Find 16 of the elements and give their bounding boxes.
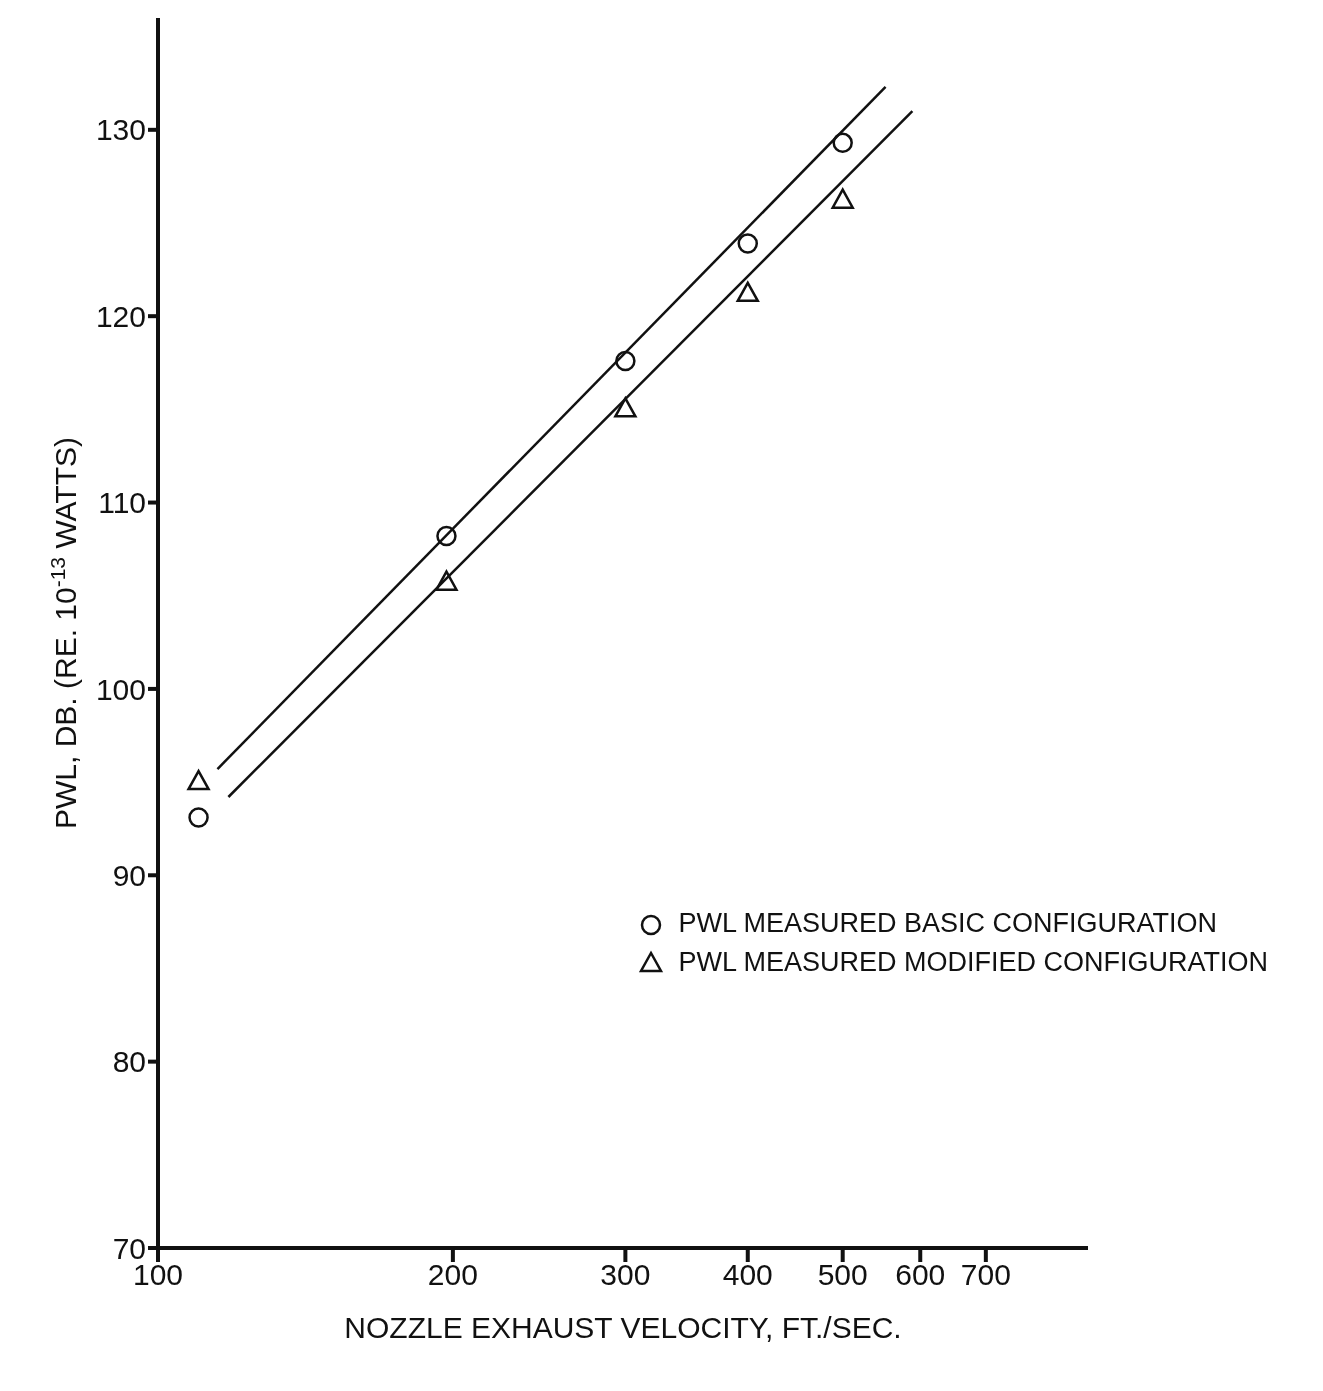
legend-label: PWL MEASURED BASIC CONFIGURATION xyxy=(678,908,1218,939)
x-tick-label: 400 xyxy=(722,1258,773,1292)
x-tick-label: 700 xyxy=(960,1258,1011,1292)
x-tick-label: 200 xyxy=(427,1258,478,1292)
y-tick-label: 110 xyxy=(98,486,146,520)
x-axis-title: NOZZLE EXHAUST VELOCITY, FT./SEC. xyxy=(344,1311,902,1344)
y-tick-label: 70 xyxy=(112,1231,146,1265)
y-tick-label: 90 xyxy=(112,858,146,892)
y-tick-label: 130 xyxy=(95,113,146,147)
y-tick-label: 100 xyxy=(95,672,146,706)
x-tick-label: 600 xyxy=(895,1258,946,1292)
legend-label: PWL MEASURED MODIFIED CONFIGURATION xyxy=(678,947,1268,978)
y-tick-label: 80 xyxy=(112,1045,146,1079)
y-tick-label: 120 xyxy=(95,299,146,333)
x-tick-label: 500 xyxy=(817,1258,868,1292)
x-tick-label: 300 xyxy=(600,1258,651,1292)
